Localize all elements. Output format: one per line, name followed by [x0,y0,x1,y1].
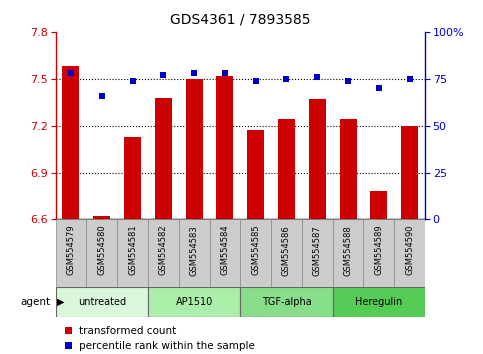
Bar [302,219,333,287]
Point [221,70,229,76]
Text: agent: agent [21,297,51,307]
Bar [216,76,233,219]
Bar [185,79,202,219]
Text: GSM554581: GSM554581 [128,225,137,275]
Bar [394,219,425,287]
Bar [278,119,295,219]
Bar [93,216,110,219]
Bar [271,219,302,287]
Text: ▶: ▶ [57,297,64,307]
Point [375,85,383,91]
Text: GSM554579: GSM554579 [67,225,75,275]
Text: GDS4361 / 7893585: GDS4361 / 7893585 [170,12,311,27]
Bar [340,119,356,219]
Bar [62,66,79,219]
Text: GSM554590: GSM554590 [405,225,414,275]
Bar [124,137,141,219]
Point [252,78,259,84]
Bar [333,287,425,317]
Text: percentile rank within the sample: percentile rank within the sample [79,341,255,350]
Text: GSM554583: GSM554583 [190,225,199,276]
Bar [210,219,240,287]
Bar [86,219,117,287]
Text: GSM554582: GSM554582 [159,225,168,275]
Bar [56,287,148,317]
Bar [240,287,333,317]
Point [159,72,167,78]
Bar [56,219,86,287]
Bar [148,219,179,287]
Bar [179,219,210,287]
Point [190,70,198,76]
Bar [370,191,387,219]
Text: GSM554584: GSM554584 [220,225,229,275]
Bar [240,219,271,287]
Bar [148,287,241,317]
Text: GSM554586: GSM554586 [282,225,291,276]
Bar [155,97,172,219]
Point [313,74,321,80]
Point [283,76,290,81]
Text: TGF-alpha: TGF-alpha [262,297,312,307]
Text: GSM554585: GSM554585 [251,225,260,275]
Point [98,93,106,98]
Text: untreated: untreated [78,297,126,307]
Bar [401,126,418,219]
Point [67,70,75,76]
Text: GSM554589: GSM554589 [374,225,384,275]
Text: Heregulin: Heregulin [355,297,402,307]
Text: transformed count: transformed count [79,326,176,336]
Text: AP1510: AP1510 [175,297,213,307]
Text: GSM554587: GSM554587 [313,225,322,276]
Bar [333,219,364,287]
Point [406,76,413,81]
Point [344,78,352,84]
Text: GSM554588: GSM554588 [343,225,353,276]
Text: GSM554580: GSM554580 [97,225,106,275]
Bar [117,219,148,287]
Point [128,78,136,84]
Bar [309,99,326,219]
Bar [247,130,264,219]
Bar [364,219,394,287]
